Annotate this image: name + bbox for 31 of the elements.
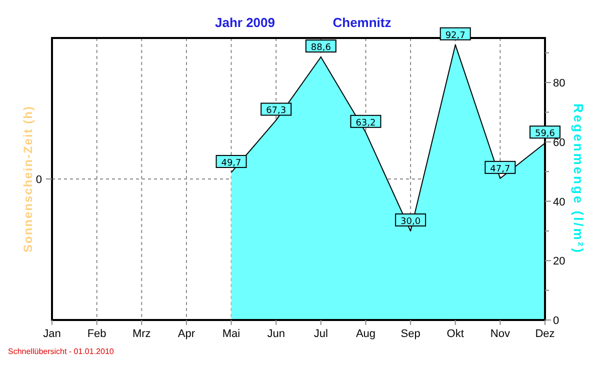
x-tick-label: Jan [43, 328, 61, 340]
chart-title: Jahr 2009 [215, 15, 275, 30]
y2-tick-label: 20 [553, 256, 566, 268]
data-label: 30,0 [400, 216, 421, 227]
data-label: 88,6 [310, 43, 332, 53]
x-tick-label: Dez [535, 328, 555, 340]
x-tick-label: Mrz [132, 328, 151, 340]
x-tick-label: Jun [267, 328, 285, 340]
x-tick-label: Feb [87, 328, 106, 340]
y2-axis-title: Regenmenge (l/m²) [571, 103, 586, 255]
data-label: 92,7 [445, 30, 466, 41]
y2-tick-label: 80 [553, 78, 566, 90]
data-label: 47,7 [490, 164, 510, 174]
x-tick-label: Nov [490, 328, 510, 340]
chart-subtitle: Chemnitz [332, 15, 392, 30]
y-axis-title: Sonnenschein-Zeit (h) [21, 106, 35, 252]
x-tick-label: Apr [178, 328, 196, 340]
x-tick-label: Aug [356, 328, 376, 340]
x-tick-label: Jul [314, 328, 328, 340]
text: Schnellübersicht - 01.01.2010 [8, 347, 114, 356]
y2-tick-label: 60 [553, 136, 566, 149]
y2-tick-label: 40 [553, 196, 566, 208]
y2-tick-label: 0 [553, 315, 560, 327]
text: 0 [36, 174, 42, 186]
data-label: 59,6 [534, 129, 556, 140]
data-label: 67,3 [266, 106, 286, 116]
x-tick-label: Sep [400, 328, 420, 340]
x-tick-label: Okt [446, 328, 464, 340]
data-label: 49,7 [221, 158, 242, 168]
x-tick-label: Mai [222, 328, 240, 340]
data-label: 63,2 [356, 118, 376, 128]
